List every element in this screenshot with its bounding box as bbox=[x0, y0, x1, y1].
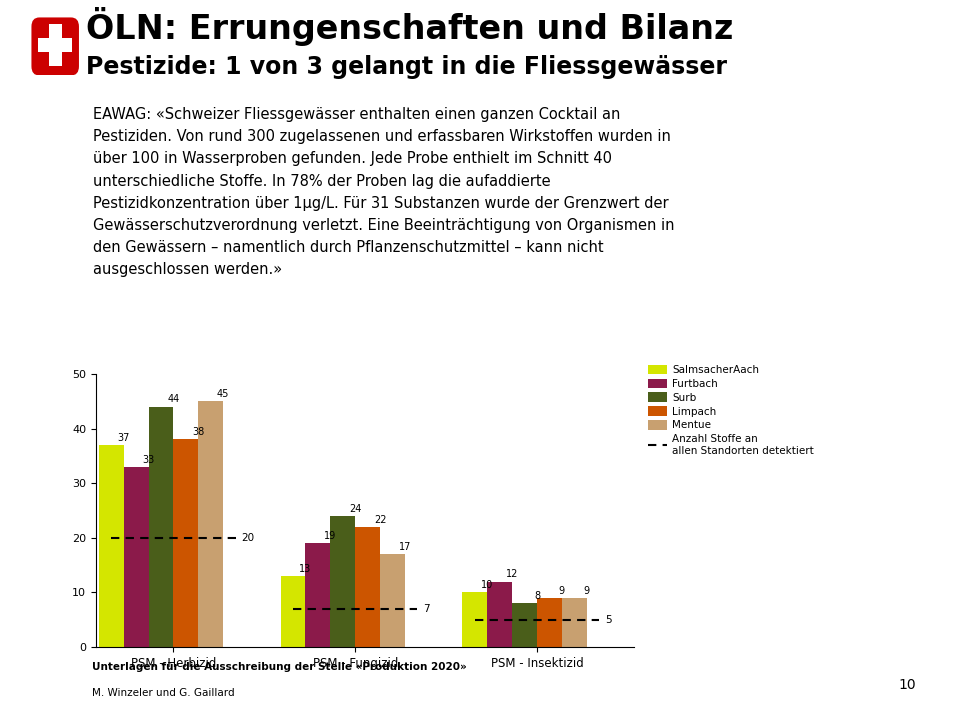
Text: 22: 22 bbox=[373, 515, 386, 525]
Bar bbox=[174, 439, 199, 647]
Text: 45: 45 bbox=[217, 389, 229, 399]
Text: 37: 37 bbox=[117, 433, 130, 443]
Bar bbox=[99, 445, 124, 647]
Text: Unterlagen für die Ausschreibung der Stelle «Produktion 2020»: Unterlagen für die Ausschreibung der Ste… bbox=[92, 662, 467, 672]
Text: 10: 10 bbox=[899, 678, 916, 692]
FancyBboxPatch shape bbox=[38, 37, 72, 52]
Bar bbox=[463, 592, 488, 647]
Bar bbox=[149, 407, 174, 647]
Bar bbox=[512, 603, 537, 647]
FancyBboxPatch shape bbox=[49, 24, 61, 66]
Text: 12: 12 bbox=[506, 569, 518, 580]
Bar bbox=[124, 467, 149, 647]
Bar bbox=[488, 582, 512, 647]
Bar bbox=[199, 401, 224, 647]
Bar bbox=[537, 598, 562, 647]
Text: 33: 33 bbox=[142, 454, 155, 464]
Text: 19: 19 bbox=[324, 531, 337, 541]
Text: 13: 13 bbox=[300, 564, 312, 574]
Text: 8: 8 bbox=[534, 591, 540, 601]
Bar bbox=[330, 516, 355, 647]
Text: 17: 17 bbox=[398, 542, 411, 552]
Text: 10: 10 bbox=[481, 580, 493, 590]
Bar bbox=[280, 576, 305, 647]
Text: 9: 9 bbox=[584, 586, 589, 596]
Text: 38: 38 bbox=[192, 427, 204, 437]
Text: ÖLN: Errungenschaften und Bilanz: ÖLN: Errungenschaften und Bilanz bbox=[86, 7, 733, 46]
Text: Pestizide: 1 von 3 gelangt in die Fliessgewässer: Pestizide: 1 von 3 gelangt in die Fliess… bbox=[86, 55, 728, 78]
Text: EAWAG: «Schweizer Fliessgewässer enthalten einen ganzen Cocktail an
Pestiziden. : EAWAG: «Schweizer Fliessgewässer enthalt… bbox=[93, 107, 675, 278]
Text: 24: 24 bbox=[349, 504, 361, 514]
Bar bbox=[355, 527, 380, 647]
Text: 20: 20 bbox=[241, 533, 254, 543]
Text: 7: 7 bbox=[423, 604, 430, 614]
Bar bbox=[380, 554, 405, 647]
Text: 9: 9 bbox=[559, 586, 564, 596]
Bar bbox=[305, 544, 330, 647]
Text: Agroscope: Agroscope bbox=[6, 439, 15, 496]
Text: 5: 5 bbox=[605, 615, 612, 625]
Text: M. Winzeler und G. Gaillard: M. Winzeler und G. Gaillard bbox=[92, 687, 234, 697]
Legend: SalmsacherAach, Furtbach, Surb, Limpach, Mentue, Anzahl Stoffe an
allen Standort: SalmsacherAach, Furtbach, Surb, Limpach,… bbox=[648, 365, 814, 456]
FancyBboxPatch shape bbox=[32, 17, 79, 75]
Text: 44: 44 bbox=[167, 395, 180, 405]
Bar bbox=[562, 598, 587, 647]
